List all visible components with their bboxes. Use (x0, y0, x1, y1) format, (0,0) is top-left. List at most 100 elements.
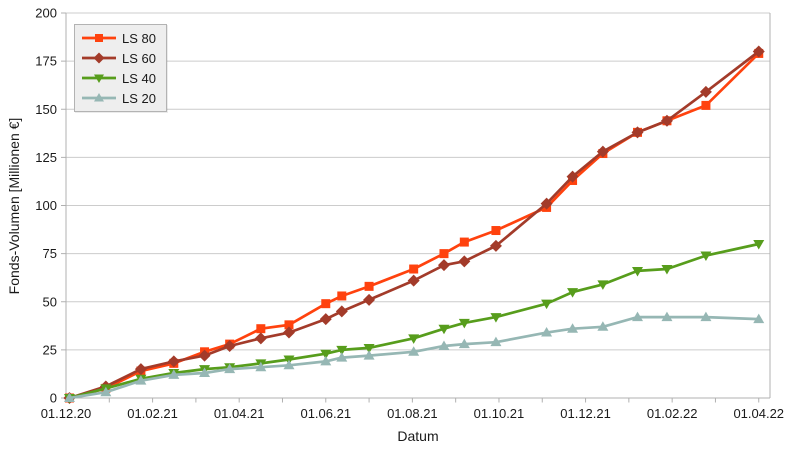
square-marker (459, 237, 469, 247)
y-tick-label: 175 (35, 54, 57, 69)
x-tick-label: 01.10.21 (474, 406, 525, 421)
triangle-up-marker (63, 392, 75, 402)
diamond-marker (631, 126, 644, 139)
triangle-up-marker (408, 346, 420, 356)
triangle-down-marker (661, 265, 673, 275)
legend-key-triangle-up-icon (82, 93, 116, 102)
legend-item-ls-40: LS 40 (82, 71, 156, 85)
x-axis-title: Datum (397, 428, 439, 444)
triangle-down-marker (336, 345, 348, 356)
triangle-down-marker (541, 299, 553, 310)
triangle-up-marker (135, 375, 147, 385)
square-marker (439, 249, 449, 259)
x-tick-label: 01.06.21 (300, 406, 351, 421)
diamond-marker (167, 355, 180, 368)
diamond-marker (282, 326, 295, 339)
square-marker (364, 281, 374, 291)
series-line-ls-40 (68, 242, 761, 400)
x-tick-label: 01.02.21 (127, 406, 178, 421)
y-tick-label: 200 (35, 6, 57, 21)
diamond-marker (458, 255, 471, 268)
triangle-up-marker (94, 93, 104, 102)
series-line-ls-80 (68, 52, 761, 400)
triangle-up-marker (541, 327, 553, 337)
series-line-ls-60 (68, 50, 761, 400)
diamond-marker (134, 363, 147, 376)
y-tick-label: 75 (43, 246, 57, 261)
y-axis-title: Fonds-Volumen [Millionen €] (6, 117, 22, 295)
legend-label-ls-20: LS 20 (122, 90, 156, 106)
diamond-marker (407, 274, 420, 287)
triangle-up-marker (438, 340, 450, 351)
square-marker (337, 291, 347, 301)
y-tick-label: 125 (35, 150, 57, 165)
legend-item-ls-60: LS 60 (82, 51, 156, 65)
triangle-down-marker (567, 288, 579, 298)
diamond-marker (254, 332, 267, 345)
square-marker (409, 264, 419, 274)
triangle-up-marker (632, 311, 644, 322)
y-tick-label: 150 (35, 102, 57, 117)
x-tick-label: 01.08.21 (387, 406, 438, 421)
diamond-marker (319, 313, 332, 326)
square-marker (256, 324, 266, 334)
triangle-up-marker (224, 363, 236, 374)
y-tick-label: 50 (43, 294, 57, 309)
triangle-up-marker (661, 311, 673, 322)
triangle-down-marker (632, 266, 644, 277)
diamond-marker (335, 305, 348, 318)
series-ls-40 (63, 240, 765, 404)
x-tick-label: 01.12.21 (560, 406, 611, 421)
square-marker (95, 34, 103, 42)
square-marker (284, 320, 294, 330)
triangle-down-marker (408, 334, 420, 344)
series-line-ls-20 (68, 315, 761, 400)
diamond-marker (699, 85, 712, 98)
diamond-marker (93, 52, 105, 64)
x-tick-label: 01.04.21 (214, 406, 265, 421)
x-tick-label: 01.12.20 (41, 406, 92, 421)
triangle-up-marker (320, 355, 332, 366)
triangle-down-marker (94, 74, 104, 83)
triangle-down-marker (700, 251, 712, 262)
diamond-marker (489, 239, 502, 252)
legend-key-diamond-icon (82, 52, 116, 64)
triangle-up-marker (336, 352, 348, 362)
square-marker (491, 226, 501, 236)
diamond-marker (223, 340, 236, 353)
triangle-up-marker (168, 369, 180, 379)
legend-key-triangle-down-icon (82, 74, 116, 83)
square-marker (701, 100, 711, 110)
legend-label-ls-40: LS 40 (122, 70, 156, 86)
diamond-marker (566, 170, 579, 183)
x-tick-label: 01.02.22 (647, 406, 698, 421)
triangle-up-marker (700, 311, 712, 322)
series-ls-20 (63, 311, 765, 402)
y-tick-label: 0 (50, 391, 57, 406)
triangle-up-marker (458, 338, 470, 349)
triangle-up-marker (363, 350, 375, 360)
triangle-up-marker (597, 321, 609, 331)
triangle-down-marker (753, 240, 765, 250)
y-tick-label: 100 (35, 198, 57, 213)
diamond-marker (596, 145, 609, 158)
legend: LS 80 LS 60 LS 40 LS 20 (74, 24, 167, 112)
triangle-up-marker (567, 323, 579, 333)
diamond-marker (363, 293, 376, 306)
legend-key-square-icon (82, 34, 116, 42)
triangle-up-marker (100, 386, 112, 397)
triangle-up-marker (199, 367, 211, 377)
triangle-up-marker (283, 359, 295, 370)
triangle-down-marker (490, 313, 502, 323)
diamond-marker (198, 349, 211, 362)
triangle-up-marker (753, 313, 765, 324)
triangle-down-marker (363, 343, 375, 354)
legend-label-ls-60: LS 60 (122, 50, 156, 66)
x-tick-label: 01.04.22 (733, 406, 784, 421)
triangle-down-marker (597, 280, 609, 290)
triangle-up-marker (490, 336, 502, 347)
diamond-marker (437, 259, 450, 272)
diamond-marker (660, 114, 673, 127)
legend-item-ls-20: LS 20 (82, 91, 156, 105)
